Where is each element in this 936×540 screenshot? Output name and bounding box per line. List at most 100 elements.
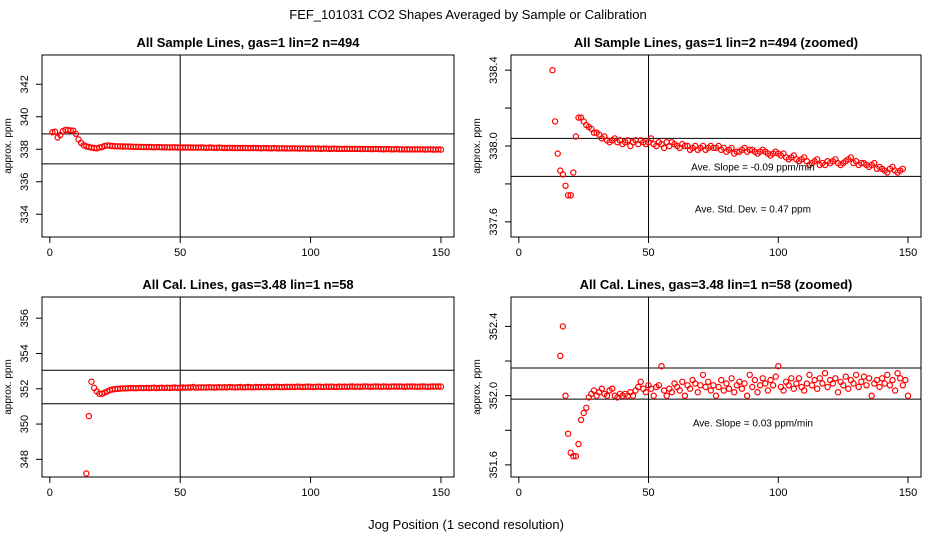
- data-point: [551, 118, 559, 125]
- data-point: [694, 389, 702, 396]
- data-point: [897, 375, 904, 382]
- data-point: [868, 392, 875, 399]
- plot-frame: [41, 54, 455, 238]
- x-tick-label: 100: [301, 487, 319, 499]
- data-point: [738, 385, 746, 392]
- data-point: [834, 389, 842, 396]
- data-point: [806, 371, 813, 379]
- data-point: [559, 323, 567, 330]
- data-point: [676, 387, 683, 394]
- data-point: [731, 389, 738, 396]
- data-point: [564, 430, 572, 437]
- figure-xlabel: Jog Position (1 second resolution): [368, 517, 564, 532]
- data-point: [764, 387, 772, 394]
- data-point: [705, 378, 712, 385]
- data-point: [845, 385, 852, 392]
- data-point: [718, 376, 725, 384]
- x-tick-label: 150: [899, 487, 917, 499]
- data-point: [660, 144, 668, 152]
- data-point: [67, 127, 74, 134]
- y-tick-label: 348: [19, 450, 31, 468]
- data-point: [658, 363, 665, 370]
- panel-title: All Cal. Lines, gas=3.48 lin=1 n=58 (zoo…: [580, 277, 853, 292]
- data-point: [549, 66, 556, 74]
- data-point: [819, 380, 826, 387]
- data-point: [642, 389, 650, 396]
- data-point: [793, 380, 800, 387]
- data-point: [598, 385, 606, 392]
- data-point: [775, 363, 782, 370]
- panel-title: All Sample Lines, gas=1 lin=2 n=494 (zoo…: [574, 35, 858, 50]
- y-tick-label: 350: [19, 415, 31, 433]
- panel-3: All Cal. Lines, gas=3.48 lin=1 n=58 appro…: [3, 277, 455, 499]
- data-point: [681, 392, 689, 399]
- data-point: [855, 383, 862, 391]
- data-point: [795, 375, 803, 382]
- data-point: [860, 373, 868, 380]
- data-point: [904, 392, 912, 399]
- y-tick-label: 356: [19, 309, 31, 327]
- y-tick-label: 352.4: [488, 313, 500, 341]
- data-point: [577, 416, 585, 424]
- y-tick-label: 342: [19, 75, 31, 93]
- data-point: [824, 383, 831, 391]
- annotation: Ave. Slope = -0.09 ppm/min: [691, 163, 815, 174]
- data-point: [728, 375, 735, 382]
- data-point: [562, 182, 569, 189]
- y-tick-label: 338.4: [488, 56, 500, 84]
- data-point: [557, 352, 564, 359]
- data-point: [746, 146, 753, 153]
- data-point: [609, 385, 616, 392]
- data-point: [801, 387, 808, 394]
- data-point: [710, 144, 717, 152]
- data-points: [83, 378, 445, 477]
- data-point: [871, 159, 878, 167]
- data-point: [51, 128, 59, 135]
- y-tick-label: 336: [19, 173, 31, 191]
- y-axis-label: approx. ppm: [3, 118, 14, 174]
- y-tick-label: 352.0: [488, 382, 500, 410]
- y-tick-label: 337.6: [488, 208, 500, 236]
- data-point: [852, 371, 860, 379]
- data-point: [570, 453, 577, 460]
- data-point: [876, 383, 883, 391]
- data-point: [83, 470, 90, 477]
- data-point: [741, 380, 748, 387]
- annotation: Ave. Std. Dev. = 0.47 ppm: [695, 204, 811, 215]
- data-point: [629, 392, 637, 399]
- x-tick-label: 50: [174, 247, 186, 259]
- data-point: [85, 412, 93, 420]
- data-point: [702, 383, 709, 391]
- data-point: [769, 382, 777, 389]
- data-point: [881, 380, 888, 387]
- data-point: [749, 383, 756, 391]
- data-point: [878, 375, 886, 382]
- data-point: [847, 154, 855, 161]
- data-point: [811, 376, 818, 384]
- data-point: [435, 146, 442, 153]
- x-tick-label: 0: [516, 487, 522, 499]
- data-point: [788, 375, 795, 382]
- data-point: [780, 387, 787, 394]
- data-point: [728, 144, 735, 152]
- data-point: [743, 392, 751, 399]
- data-point: [575, 440, 582, 448]
- data-point: [751, 376, 759, 384]
- data-point: [715, 383, 722, 391]
- data-point: [858, 378, 865, 385]
- x-tick-label: 100: [769, 487, 787, 499]
- data-point: [559, 171, 567, 178]
- data-point: [567, 192, 574, 199]
- data-point: [49, 128, 56, 136]
- data-point: [437, 383, 445, 390]
- x-tick-label: 150: [432, 487, 450, 499]
- data-point: [884, 371, 891, 379]
- data-points: [549, 66, 907, 199]
- y-tick-label: 334: [19, 205, 31, 223]
- data-point: [842, 373, 849, 380]
- plot-frame: [41, 296, 455, 478]
- data-point: [785, 382, 792, 389]
- data-point: [707, 387, 715, 394]
- data-point: [790, 385, 798, 392]
- annotation: Ave. Slope = 0.03 ppm/min: [693, 419, 813, 430]
